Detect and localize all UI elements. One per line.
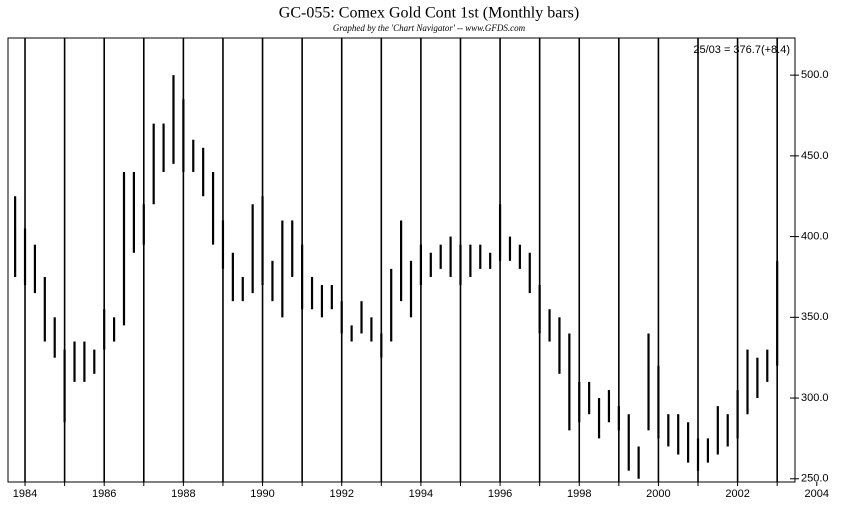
x-tick-label: 1994 xyxy=(409,488,433,500)
y-tick-label: 300.0 xyxy=(801,392,829,404)
x-tick-label: 1998 xyxy=(567,488,591,500)
x-tick-label: 1984 xyxy=(13,488,37,500)
annotation: 25/03 = 376.7(+8.4) xyxy=(693,44,790,56)
y-tick-label: 250.0 xyxy=(801,473,829,485)
chart-title: GC-055: Comex Gold Cont 1st (Monthly bar… xyxy=(279,5,579,22)
y-tick-label: 400.0 xyxy=(801,230,829,242)
x-tick-label: 1992 xyxy=(329,488,353,500)
x-tick-label: 2004 xyxy=(805,488,829,500)
y-tick-label: 500.0 xyxy=(801,69,829,81)
x-tick-label: 1986 xyxy=(92,488,116,500)
x-tick-label: 1990 xyxy=(250,488,274,500)
chart-subtitle: Graphed by the 'Chart Navigator' -- www.… xyxy=(333,23,526,33)
x-tick-label: 1988 xyxy=(171,488,195,500)
x-tick-label: 2002 xyxy=(725,488,749,500)
y-tick-label: 450.0 xyxy=(801,150,829,162)
plot-frame xyxy=(7,37,796,483)
x-tick-label: 1996 xyxy=(488,488,512,500)
y-tick-label: 350.0 xyxy=(801,311,829,323)
x-tick-label: 2000 xyxy=(646,488,670,500)
